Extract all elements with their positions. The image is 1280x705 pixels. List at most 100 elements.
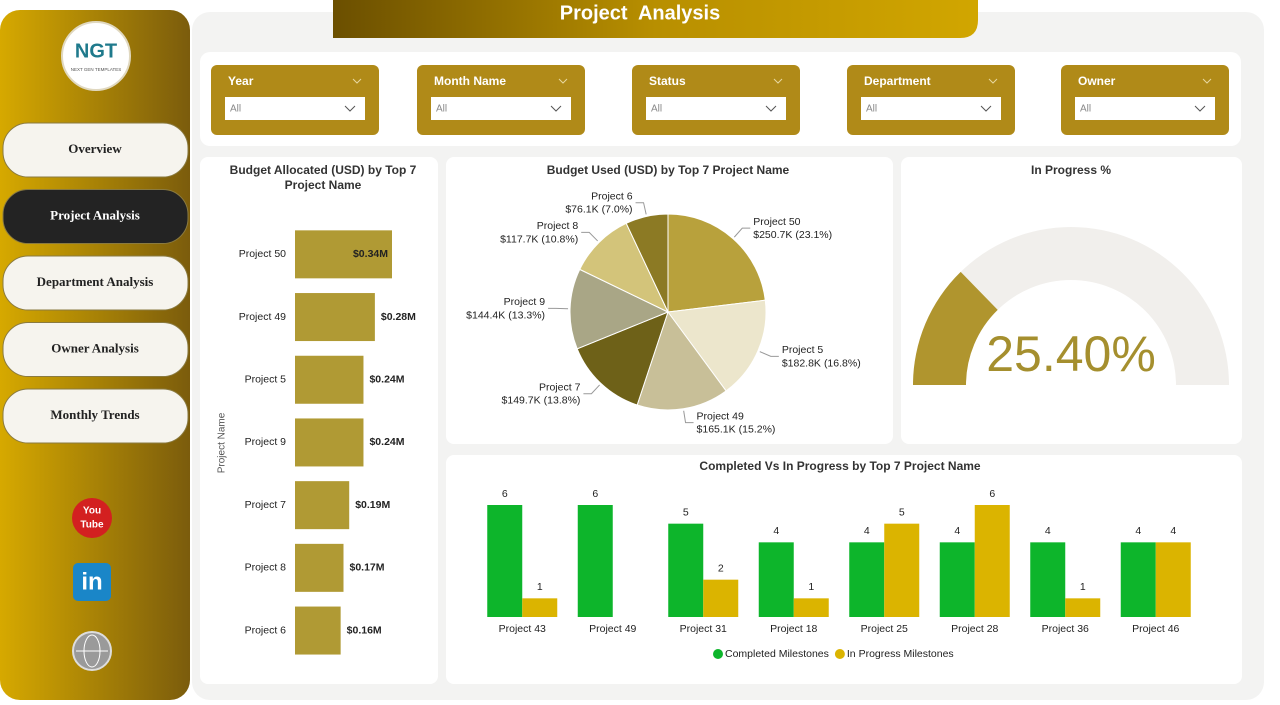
axis-title: Project Name: [217, 412, 228, 473]
nav-label[interactable]: Owner Analysis: [51, 340, 139, 355]
value-label: 4: [954, 525, 960, 537]
dropdown[interactable]: [431, 97, 571, 120]
bar: [295, 418, 363, 466]
dropdown-value[interactable]: All: [866, 104, 877, 115]
dropdown-value[interactable]: All: [1080, 104, 1091, 115]
slice-percent: (13.3%): [508, 309, 545, 321]
slice-percent: (10.8%): [541, 233, 578, 245]
bar: [975, 505, 1010, 617]
icon-text: in: [81, 568, 102, 595]
youtube-icon: You Tube: [72, 498, 112, 538]
nav-label[interactable]: Monthly Trends: [50, 407, 139, 422]
slice-percent: (7.0%): [602, 203, 633, 215]
value-label: 5: [899, 506, 905, 518]
web-icon: [73, 632, 111, 670]
x-tick-label: Project 28: [951, 623, 998, 635]
bar: [295, 607, 341, 655]
bar: [1030, 542, 1065, 617]
value-label: 2: [718, 562, 724, 574]
title-line: Project Name: [285, 178, 362, 192]
dropdown[interactable]: [1075, 97, 1215, 120]
value-label: 1: [537, 581, 543, 593]
dropdown-value[interactable]: All: [230, 104, 241, 115]
x-tick-label: Project 46: [1132, 623, 1179, 635]
category-label: Project 50: [239, 248, 286, 260]
bar: [884, 524, 919, 617]
logo: NGT NEXT GEN TEMPLATES: [62, 22, 130, 90]
bar: [1156, 542, 1191, 617]
value-label: 4: [1045, 525, 1051, 537]
category-label: Project 8: [245, 562, 287, 574]
value-label: 6: [592, 488, 598, 500]
filter-label: Status: [649, 74, 686, 88]
x-tick-label: Project 18: [770, 623, 817, 635]
logo-tagline: NEXT GEN TEMPLATES: [71, 67, 122, 72]
value-label: 4: [864, 525, 870, 537]
category-label: Project 6: [245, 624, 287, 636]
value-label: 4: [1135, 525, 1141, 537]
category-label: Project 49: [239, 311, 286, 323]
bar: [940, 542, 975, 617]
slice-value: $144.4K: [466, 309, 505, 321]
slice-label: Project 9: [504, 296, 546, 308]
value-label: 1: [808, 581, 814, 593]
slice-percent: (23.1%): [795, 229, 832, 241]
slice-value: $76.1K: [565, 203, 598, 215]
category-label: Project 9: [245, 436, 287, 448]
legend-label: Completed Milestones: [725, 648, 829, 660]
slice-value: $182.8K: [782, 357, 821, 369]
icon-circle: [72, 498, 112, 538]
slice-value: $250.7K: [753, 229, 792, 241]
slice-label: Project 5: [782, 344, 824, 356]
legend-marker: [835, 649, 845, 659]
slice-percent: (16.8%): [824, 357, 861, 369]
nav-label[interactable]: Project Analysis: [50, 207, 140, 222]
bar: [794, 598, 829, 617]
filter-label: Department: [864, 74, 931, 88]
logo-initials: NGT: [75, 40, 117, 62]
bar: [849, 542, 884, 617]
bar: [295, 356, 363, 404]
slice-value: $149.7K: [502, 395, 541, 407]
bar: [1065, 598, 1100, 617]
value-label: 6: [502, 488, 508, 500]
category-label: Project 7: [245, 499, 287, 511]
value-label: $0.17M: [350, 562, 385, 574]
slice-percent: (13.8%): [544, 395, 581, 407]
page-title: Project Analysis: [560, 2, 720, 24]
dropdown-value[interactable]: All: [651, 104, 662, 115]
nav-label[interactable]: Overview: [68, 141, 122, 156]
dropdown[interactable]: [225, 97, 365, 120]
bar: [487, 505, 522, 617]
filter-label: Owner: [1078, 74, 1116, 88]
bar: [295, 293, 375, 341]
dropdown[interactable]: [861, 97, 1001, 120]
slice-label: Project 6: [591, 190, 633, 202]
bar: [759, 542, 794, 617]
icon-text: You: [83, 506, 101, 517]
slice-label: Project 7: [539, 382, 581, 394]
value-label: $0.16M: [347, 624, 382, 636]
bar: [578, 505, 613, 617]
dropdown[interactable]: [646, 97, 786, 120]
slice-label: Project 8: [537, 220, 579, 232]
value-label: $0.24M: [369, 374, 404, 386]
chart-title: Budget Used (USD) by Top 7 Project Name: [547, 163, 790, 177]
icon-text: Tube: [80, 520, 104, 531]
x-tick-label: Project 49: [589, 623, 636, 635]
dropdown-value[interactable]: All: [436, 104, 447, 115]
value-label: $0.28M: [381, 311, 416, 323]
value-label: $0.24M: [369, 436, 404, 448]
legend-label: In Progress Milestones: [847, 648, 954, 660]
legend-marker: [713, 649, 723, 659]
slice-label: Project 49: [697, 410, 744, 422]
x-tick-label: Project 31: [680, 623, 727, 635]
bar: [295, 544, 344, 592]
filter-label: Month Name: [434, 74, 506, 88]
bar: [668, 524, 703, 617]
slice-value: $117.7K: [500, 233, 538, 245]
value-label: $0.34M: [353, 248, 388, 260]
nav-label[interactable]: Department Analysis: [37, 274, 154, 289]
bar: [1121, 542, 1156, 617]
